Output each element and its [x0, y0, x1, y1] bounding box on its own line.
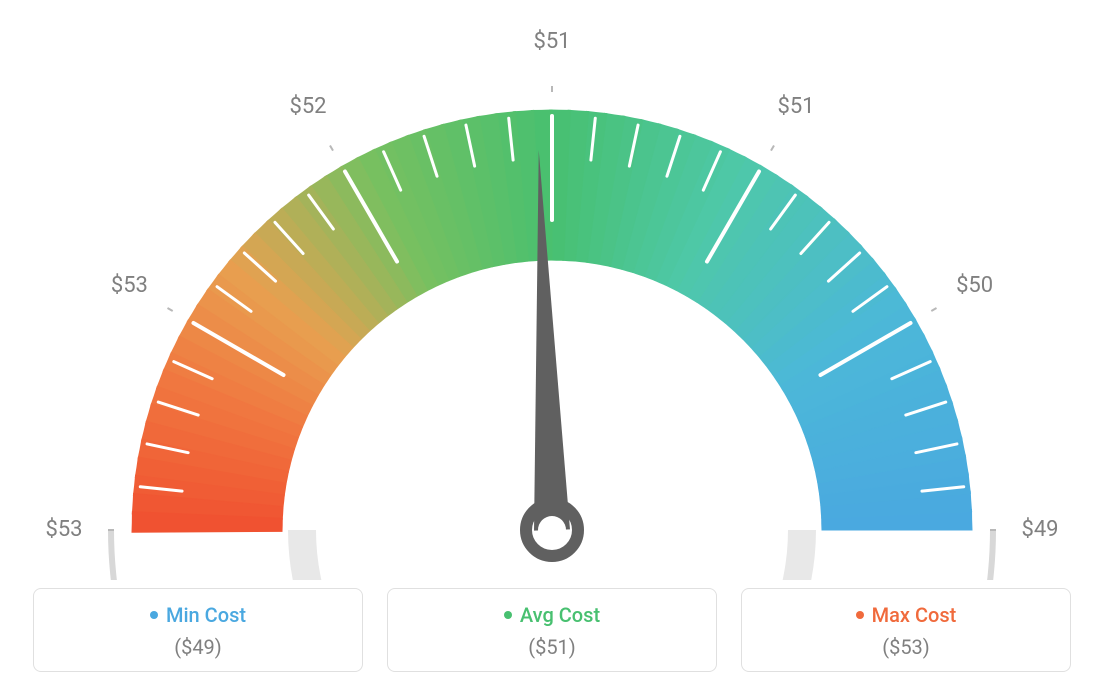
dot-icon	[856, 611, 864, 619]
legend-avg: Avg Cost ($51)	[387, 588, 717, 672]
legend-avg-label: Avg Cost	[520, 603, 600, 627]
gauge-hub-inner	[538, 516, 566, 544]
cost-gauge: $49 $50 $51 $51 $52 $53 $53	[22, 20, 1082, 580]
gauge-tick-label: $53	[111, 273, 148, 298]
gauge-tick-label: $52	[289, 94, 326, 119]
legend-max-value: ($53)	[752, 635, 1060, 659]
dot-icon	[150, 611, 158, 619]
legend-max: Max Cost ($53)	[741, 588, 1071, 672]
gauge-tick-label: $53	[45, 517, 82, 542]
gauge-tick-label: $51	[777, 94, 814, 119]
gauge-tick-label: $50	[956, 273, 993, 298]
legend-row: Min Cost ($49) Avg Cost ($51) Max Cost ($53)	[0, 588, 1104, 672]
legend-avg-title: Avg Cost	[504, 603, 600, 627]
gauge-tick-label: $49	[1021, 517, 1058, 542]
legend-max-title: Max Cost	[856, 603, 957, 627]
legend-min-title: Min Cost	[150, 603, 246, 627]
legend-min: Min Cost ($49)	[33, 588, 363, 672]
gauge-tick-label: $51	[533, 29, 570, 54]
legend-avg-value: ($51)	[398, 635, 706, 659]
legend-max-label: Max Cost	[872, 603, 957, 627]
dot-icon	[504, 611, 512, 619]
legend-min-value: ($49)	[44, 635, 352, 659]
legend-min-label: Min Cost	[166, 603, 246, 627]
